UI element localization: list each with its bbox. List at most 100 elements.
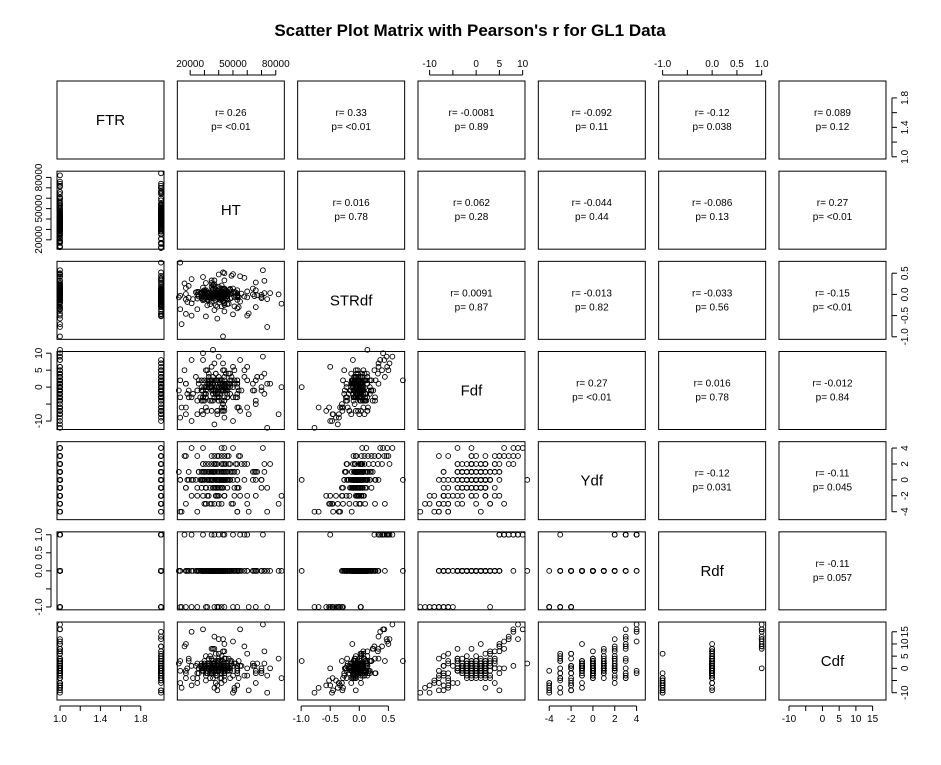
data-point — [210, 374, 216, 380]
panel-frame-ydf-rdf — [658, 441, 767, 521]
data-point — [158, 269, 164, 276]
data-point — [221, 377, 228, 384]
data-point — [258, 387, 265, 394]
data-point — [515, 453, 521, 459]
data-point — [568, 670, 574, 677]
data-point — [450, 492, 456, 499]
data-point — [220, 333, 226, 340]
variable-label-ht: HT — [221, 202, 241, 219]
data-point — [275, 291, 282, 298]
data-point — [417, 604, 424, 610]
data-point — [237, 626, 243, 633]
data-point — [382, 374, 388, 380]
data-point — [245, 604, 252, 610]
data-point — [203, 294, 209, 300]
data-point — [214, 394, 221, 401]
data-point — [505, 453, 512, 459]
data-point — [622, 568, 629, 574]
data-point — [358, 384, 365, 390]
data-point — [224, 391, 231, 397]
data-point — [568, 568, 574, 574]
data-point — [208, 500, 215, 507]
data-point — [468, 645, 475, 652]
data-point — [218, 500, 225, 507]
data-point — [356, 500, 363, 507]
data-point — [204, 302, 211, 309]
data-point — [364, 346, 371, 353]
data-point — [372, 500, 378, 507]
data-point — [329, 675, 336, 681]
data-point — [158, 259, 164, 266]
data-point — [57, 357, 63, 363]
data-point — [400, 477, 406, 483]
data-point — [158, 231, 164, 238]
p-value-label: p= 0.87 — [455, 302, 489, 313]
data-point — [417, 689, 424, 696]
data-point — [228, 377, 235, 384]
scatter-panel-rdf-vs-ftr — [57, 531, 164, 610]
data-point — [234, 297, 241, 303]
data-point — [220, 461, 226, 467]
data-point — [57, 289, 63, 296]
panel-frame-rdf-ftr — [56, 531, 165, 611]
data-point — [237, 531, 243, 538]
data-point — [590, 648, 596, 655]
data-point — [477, 508, 484, 515]
data-point — [245, 310, 252, 317]
data-point — [375, 363, 382, 370]
data-point — [354, 469, 361, 475]
data-point — [205, 289, 212, 296]
data-point — [252, 604, 259, 610]
data-point — [57, 397, 63, 404]
data-point — [375, 360, 382, 367]
pearson-r-label: r= -0.044 — [572, 198, 613, 209]
data-point — [245, 508, 252, 515]
data-point — [491, 484, 498, 491]
data-point — [622, 665, 629, 672]
data-point — [454, 461, 461, 467]
data-point — [158, 377, 164, 384]
data-point — [436, 453, 442, 459]
data-point — [57, 370, 63, 377]
data-point — [264, 484, 271, 491]
data-point — [221, 453, 228, 459]
data-point — [57, 172, 63, 179]
data-point — [264, 380, 271, 387]
data-point — [352, 380, 359, 387]
data-point — [557, 604, 564, 610]
data-point — [343, 469, 349, 475]
data-point — [220, 469, 226, 475]
data-point — [183, 380, 189, 387]
data-point — [231, 289, 238, 295]
data-point — [389, 445, 396, 451]
data-point — [358, 461, 364, 467]
data-point — [362, 500, 368, 507]
data-point — [468, 477, 475, 483]
data-point — [57, 568, 63, 574]
p-value-label: p= 0.031 — [693, 483, 733, 494]
data-point — [218, 282, 225, 289]
data-point — [175, 294, 182, 301]
p-value-label: p= <0.01 — [211, 122, 251, 133]
data-point — [346, 492, 353, 499]
scatter-panel-rdf-vs-ydf — [546, 531, 640, 610]
panel-frame-fdf-cdf — [778, 351, 887, 431]
data-point — [336, 411, 342, 418]
panel-frame-ht-fdf — [417, 170, 526, 250]
data-point — [197, 477, 204, 483]
data-point — [454, 469, 461, 475]
data-point — [546, 604, 553, 610]
data-point — [298, 477, 305, 483]
data-point — [258, 568, 265, 574]
data-point — [200, 293, 206, 300]
data-point — [203, 313, 209, 320]
data-point — [214, 408, 221, 414]
data-point — [436, 604, 442, 610]
pearson-r-label: r= -0.11 — [815, 559, 849, 570]
data-point — [194, 680, 201, 686]
data-point — [445, 650, 452, 657]
data-point — [659, 650, 666, 657]
data-point — [358, 469, 365, 475]
data-point — [214, 469, 221, 475]
